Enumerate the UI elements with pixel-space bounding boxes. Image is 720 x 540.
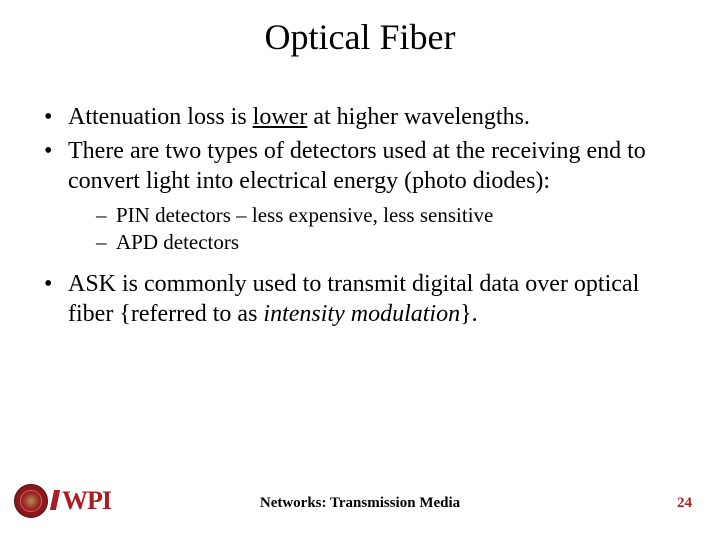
bullet-list: Attenuation loss is lower at higher wave… <box>40 102 680 329</box>
footer: WPI Networks: Transmission Media 24 <box>0 478 720 518</box>
slide-title: Optical Fiber <box>40 16 680 58</box>
slide: Optical Fiber Attenuation loss is lower … <box>0 0 720 540</box>
footer-title: Networks: Transmission Media <box>0 495 720 512</box>
sub-bullet-list: PIN detectors – less expensive, less sen… <box>68 202 680 257</box>
bullet-1: Attenuation loss is lower at higher wave… <box>40 102 680 132</box>
bullet-3: ASK is commonly used to transmit digital… <box>40 269 680 329</box>
bullet-3-italic: intensity modulation <box>263 301 460 327</box>
bullet-1-pre: Attenuation loss is <box>68 104 253 130</box>
bullet-3-post: }. <box>460 301 478 327</box>
bullet-1-underline: lower <box>253 104 308 130</box>
sub-bullet-2: APD detectors <box>96 229 680 256</box>
bullet-2-text: There are two types of detectors used at… <box>68 138 646 194</box>
bullet-2: There are two types of detectors used at… <box>40 136 680 257</box>
sub-bullet-1: PIN detectors – less expensive, less sen… <box>96 202 680 229</box>
page-number: 24 <box>677 495 692 512</box>
bullet-1-post: at higher wavelengths. <box>307 104 530 130</box>
